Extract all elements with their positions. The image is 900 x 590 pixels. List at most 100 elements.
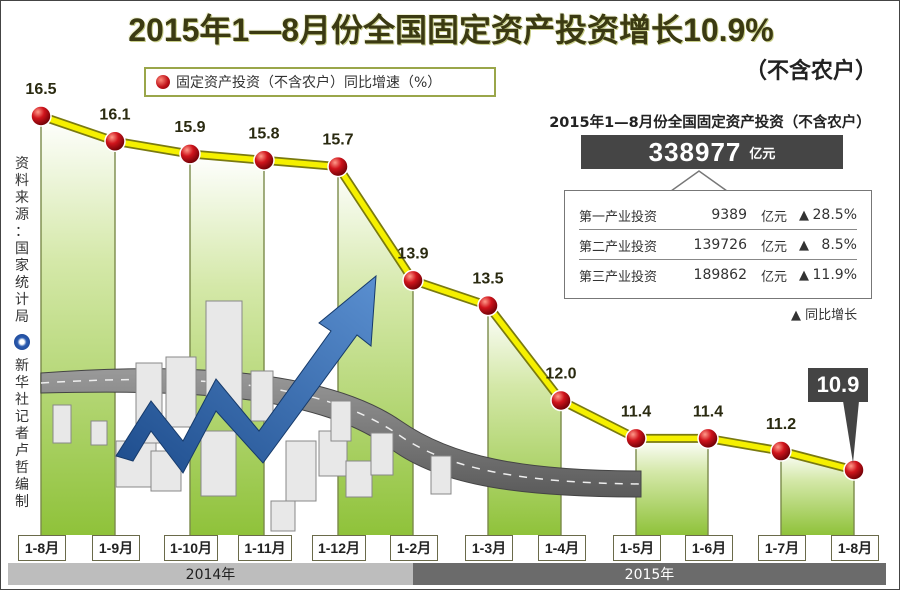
side-char: 统 <box>15 275 29 291</box>
legend-marker-icon <box>156 75 170 89</box>
side-char: 资 <box>15 156 29 172</box>
x-axis-label: 1-11月 <box>238 535 292 561</box>
sector-unit: 亿元 <box>760 239 787 255</box>
data-point-marker <box>625 427 647 450</box>
data-value-label: 15.7 <box>322 132 353 149</box>
x-axis-labels: 1-8月 1-9月 1-10月 1-11月 1-12月 1-2月 1-3月 1-4月 1-5月 1… <box>1 535 899 563</box>
total-value: 338977 <box>648 136 742 167</box>
side-char: 华 <box>15 375 29 391</box>
green-band <box>488 305 561 535</box>
growth-note: ▲ 同比增长 <box>791 308 858 323</box>
sector-growth: 28.5% <box>812 207 857 223</box>
x-axis-label: 1-4月 <box>538 535 586 561</box>
side-char: 局 <box>15 309 29 325</box>
side-char: 卢 <box>15 443 29 459</box>
data-point-marker <box>843 459 865 481</box>
up-triangle-icon: ▲ <box>799 207 809 223</box>
x-axis-label: 1-9月 <box>92 535 140 561</box>
chart-title: 2015年1—8月份全国固定资产投资增长10.9% <box>128 12 774 48</box>
sector-value: 9389 <box>711 207 747 223</box>
sector-row: 第一产业投资 9389 亿元 ▲ 28.5% <box>579 201 857 230</box>
summary-title: 2015年1—8月份全国固定资产投资（不含农户） <box>549 115 871 131</box>
up-triangle-icon: ▲ <box>799 267 809 283</box>
side-char: 社 <box>15 392 29 408</box>
year-2015: 2015年 <box>413 563 886 585</box>
side-char: 哲 <box>15 460 29 476</box>
side-char: 源 <box>15 207 29 223</box>
side-char: 料 <box>15 173 29 189</box>
sector-value: 189862 <box>693 267 747 283</box>
x-axis-label: 1-6月 <box>685 535 733 561</box>
x-axis-label: 1-3月 <box>465 535 513 561</box>
data-point-marker <box>550 389 572 412</box>
side-char: 记 <box>15 409 29 425</box>
sector-name: 第一产业投资 <box>579 209 658 225</box>
x-axis-label: 1-7月 <box>758 535 806 561</box>
data-value-label: 11.4 <box>621 403 651 420</box>
data-point-marker <box>30 105 52 127</box>
side-char: 新 <box>15 358 29 374</box>
side-char: 者 <box>15 426 29 442</box>
side-char: ： <box>15 224 29 240</box>
side-char: 编 <box>15 477 29 493</box>
data-point-marker <box>402 269 424 292</box>
green-band <box>636 438 708 535</box>
green-band <box>41 116 115 535</box>
chart-subtitle: （不含农户） <box>744 58 877 83</box>
side-char: 来 <box>15 190 29 206</box>
sector-growth: 11.9% <box>812 267 857 283</box>
data-point-marker <box>477 294 499 317</box>
side-char: 计 <box>15 292 29 308</box>
sector-unit: 亿元 <box>760 269 787 285</box>
data-point-marker <box>104 130 126 153</box>
green-band <box>781 451 854 535</box>
data-value-label: 13.5 <box>472 271 503 288</box>
sector-name: 第三产业投资 <box>579 269 658 285</box>
legend: 固定资产投资（不含农户）同比增速（%） <box>144 67 496 97</box>
data-point-marker <box>179 143 201 165</box>
total-investment: 338977 亿元 <box>581 135 843 169</box>
sector-growth: 8.5% <box>821 237 857 253</box>
sector-name: 第二产业投资 <box>579 239 658 255</box>
data-value-label: 12.0 <box>545 365 576 382</box>
data-value-label: 15.9 <box>174 119 205 136</box>
data-value-label: 11.4 <box>693 403 723 420</box>
data-value-label: 16.5 <box>25 81 56 98</box>
year-2014: 2014年 <box>8 563 413 585</box>
source-credit: 资料来源：国家统计局 新华社记者卢哲编制 <box>13 156 31 511</box>
sector-row: 第二产业投资 139726 亿元 ▲ 8.5% <box>579 231 857 260</box>
x-axis-label: 1-8月 <box>18 535 66 561</box>
callout-pointer-icon <box>843 401 859 463</box>
data-value-label: 15.8 <box>248 125 279 142</box>
x-axis-label: 1-10月 <box>164 535 218 561</box>
xinhua-logo-icon <box>14 334 30 350</box>
sector-breakdown: 第一产业投资 9389 亿元 ▲ 28.5% 第二产业投资 139726 亿元 … <box>564 190 872 299</box>
sector-unit: 亿元 <box>760 209 787 225</box>
x-axis-label: 1-8月 <box>831 535 879 561</box>
data-point-marker <box>770 440 792 462</box>
side-char: 国 <box>15 241 29 257</box>
x-axis-label: 1-5月 <box>613 535 661 561</box>
legend-label: 固定资产投资（不含农户）同比增速（%） <box>176 75 442 91</box>
side-char: 家 <box>15 258 29 274</box>
x-axis-label: 1-12月 <box>312 535 366 561</box>
latest-value-callout: 10.9 <box>808 368 868 402</box>
side-char: 制 <box>15 494 29 510</box>
total-unit: 亿元 <box>749 146 776 162</box>
rising-arrow-illustration <box>115 274 377 474</box>
up-triangle-icon: ▲ <box>799 237 809 253</box>
data-value-label: 13.9 <box>397 245 428 262</box>
year-bar: 2014年 2015年 <box>8 563 886 585</box>
sector-row: 第三产业投资 189862 亿元 ▲ 11.9% <box>579 261 857 289</box>
data-point-marker <box>327 155 349 178</box>
data-point-marker <box>253 149 275 171</box>
data-point-marker <box>697 427 719 450</box>
pointer-icon <box>671 170 728 192</box>
growth-line <box>40 113 855 473</box>
data-value-label: 16.1 <box>99 106 130 123</box>
data-value-label: 11.2 <box>766 416 796 433</box>
sector-value: 139726 <box>693 237 747 253</box>
x-axis-label: 1-2月 <box>390 535 438 561</box>
